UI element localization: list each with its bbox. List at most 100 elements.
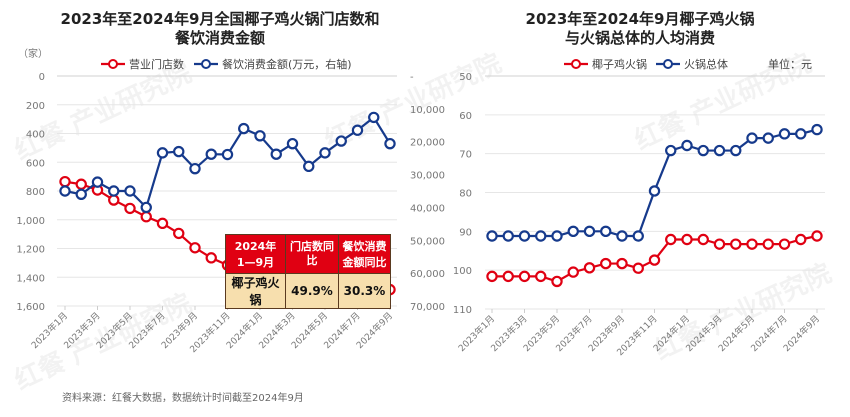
data-point — [600, 257, 612, 270]
data-point — [189, 242, 201, 254]
legend-label: 营业门店数 — [129, 57, 184, 71]
y-tick-label: 80 — [459, 189, 472, 200]
data-point — [173, 227, 185, 240]
data-point — [811, 123, 823, 136]
y-tick-label: 100 — [453, 266, 472, 277]
data-point — [75, 188, 87, 200]
data-point — [551, 230, 563, 242]
data-point — [583, 225, 596, 238]
table-header-period-line2: 1—9月 — [236, 256, 275, 269]
data-point — [156, 217, 169, 230]
y-tick-label: 800 — [26, 187, 45, 198]
data-point — [140, 201, 152, 214]
data-point — [762, 238, 774, 250]
y-tick-label: 0 — [39, 72, 45, 83]
data-point — [665, 144, 677, 157]
right-title-line1: 2023年至2024年9月椰子鸡火锅 — [525, 10, 755, 28]
data-point — [303, 160, 315, 173]
y-axis-unit-label: （家） — [18, 47, 48, 60]
y-tick-label: 200 — [26, 101, 45, 112]
data-point — [778, 128, 791, 140]
data-point — [746, 132, 758, 144]
data-point — [319, 147, 331, 159]
data-point — [567, 266, 579, 278]
data-point — [368, 111, 380, 124]
legend-marker — [201, 59, 211, 69]
data-point — [583, 262, 596, 274]
y-tick-label: 90 — [459, 227, 472, 238]
data-point — [108, 185, 120, 197]
table-row: 椰子鸡火锅 49.9% 30.3% — [225, 273, 391, 309]
data-point — [486, 230, 498, 242]
data-point — [59, 175, 71, 188]
data-point — [648, 254, 661, 266]
data-point — [665, 233, 677, 246]
legend-marker — [571, 59, 581, 69]
table-cell-spend-yoy: 30.3% — [338, 273, 391, 309]
y2-tick-label: 50,000 — [410, 236, 445, 247]
data-point — [746, 238, 758, 250]
data-point — [518, 230, 531, 242]
y-tick-label: 1,200 — [16, 245, 45, 256]
legend-label: 椰子鸡火锅 — [592, 57, 647, 71]
data-point — [762, 132, 774, 144]
data-point — [59, 185, 71, 197]
y-tick-label: 600 — [26, 158, 45, 169]
data-point — [713, 238, 726, 250]
table-header-spend-line2: 金额同比 — [342, 256, 387, 269]
data-point — [518, 270, 531, 283]
legend-marker — [108, 59, 118, 69]
unit-label: 单位：元 — [768, 57, 812, 71]
y-tick-label: 1,600 — [16, 302, 45, 313]
data-point — [502, 230, 514, 242]
data-point — [632, 262, 644, 274]
data-point — [254, 130, 266, 142]
data-point — [173, 145, 185, 158]
watermark: 红餐 产业研究院 — [650, 258, 836, 367]
y2-tick-label: 40,000 — [410, 203, 445, 214]
y-tick-label: 1,000 — [16, 216, 45, 227]
legend-label: 餐饮消费金额(万元，右轴) — [222, 57, 352, 71]
table-header-period-line1: 2024年 — [234, 240, 277, 253]
y-tick-label: 110 — [453, 305, 472, 316]
y2-tick-label: 60,000 — [410, 269, 445, 280]
y-tick-label: 70 — [459, 150, 472, 161]
data-point — [221, 148, 234, 161]
data-point — [778, 238, 791, 250]
y2-tick-label: 10,000 — [410, 105, 445, 116]
data-point — [616, 230, 628, 242]
data-point — [648, 185, 661, 197]
table-header-stores: 门店数同比 — [285, 234, 339, 274]
data-point — [205, 148, 217, 160]
data-point — [730, 238, 742, 250]
data-point — [205, 252, 217, 264]
y2-tick-label: 30,000 — [410, 171, 445, 182]
table-header-spend: 餐饮消费 金额同比 — [338, 234, 391, 274]
data-point — [811, 230, 823, 242]
data-point — [108, 194, 120, 206]
data-point — [681, 139, 693, 152]
data-point — [697, 233, 709, 246]
table-header-period: 2024年 1—9月 — [225, 234, 286, 274]
data-point — [535, 230, 547, 242]
left-title-line1: 2023年至2024年9月全国椰子鸡火锅门店数和 — [60, 10, 380, 28]
data-point — [286, 137, 299, 150]
y-tick-label: 1,400 — [16, 273, 45, 284]
data-point — [124, 202, 136, 215]
data-point — [713, 144, 726, 157]
data-point — [632, 230, 644, 242]
y-tick-label: 400 — [26, 130, 45, 141]
data-point — [124, 185, 136, 197]
table-header-spend-line1: 餐饮消费 — [342, 240, 387, 253]
data-point — [567, 225, 579, 238]
left-chart-title: 2023年至2024年9月全国椰子鸡火锅门店数和 餐饮消费金额 — [20, 10, 420, 48]
data-point — [600, 225, 612, 238]
right-chart-title: 2023年至2024年9月椰子鸡火锅 与火锅总体的人均消费 — [440, 10, 840, 48]
data-point — [502, 270, 514, 283]
data-point — [351, 124, 364, 136]
data-point — [75, 178, 87, 190]
data-point — [140, 211, 152, 223]
y2-tick-label: 70,000 — [410, 302, 445, 313]
right-title-line2: 与火锅总体的人均消费 — [564, 29, 715, 47]
